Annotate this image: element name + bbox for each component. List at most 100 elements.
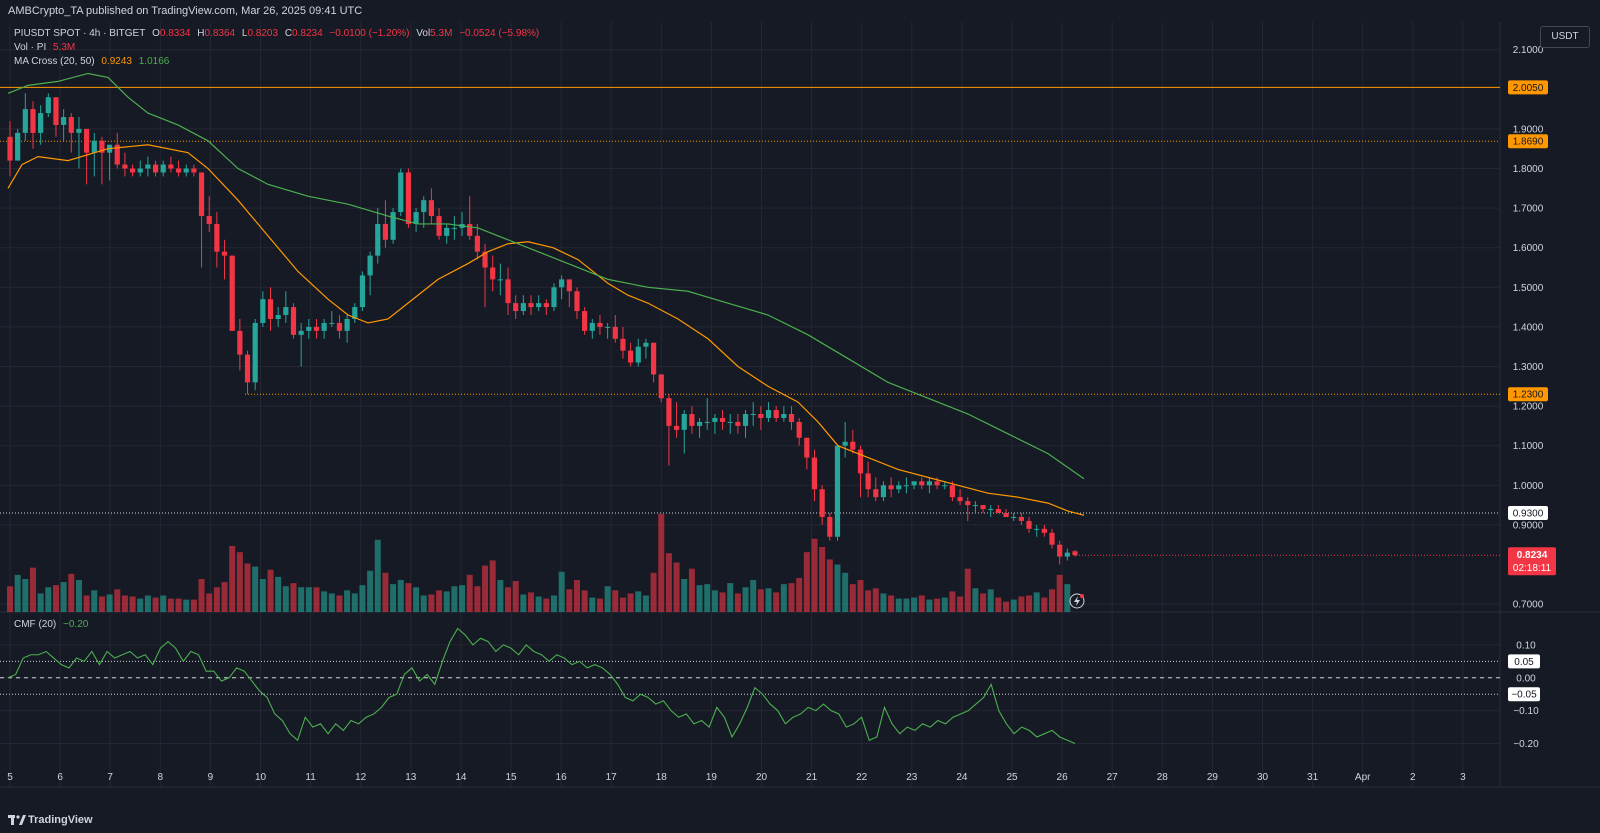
candle-body bbox=[1041, 528, 1047, 533]
candle-body bbox=[819, 489, 825, 517]
volume-bars bbox=[7, 514, 1071, 612]
volume-bar bbox=[29, 567, 36, 612]
volume-bar bbox=[83, 595, 90, 612]
volume-bar bbox=[505, 587, 512, 612]
volume-bar bbox=[520, 594, 527, 612]
volume-bar bbox=[642, 595, 649, 612]
candle-body bbox=[919, 481, 925, 486]
volume-bar bbox=[160, 595, 167, 612]
ma-label: MA Cross (20, 50) bbox=[14, 56, 95, 67]
volume-bar bbox=[665, 553, 672, 612]
volume-bar bbox=[451, 586, 458, 612]
candle-body bbox=[827, 516, 833, 537]
volume-bar bbox=[773, 592, 780, 612]
time-tick-label: 31 bbox=[1307, 772, 1319, 783]
countdown-value: 02:18:11 bbox=[1513, 563, 1552, 574]
candle-body bbox=[152, 164, 159, 173]
level-tag-label: 0.9300 bbox=[1513, 509, 1544, 520]
candle-body bbox=[68, 117, 74, 133]
volume-bar bbox=[367, 570, 374, 612]
volume-bar bbox=[313, 587, 320, 612]
ohlc-legend: PIUSDT SPOT · 4h · BITGET O0.8334 H0.836… bbox=[14, 28, 543, 39]
volume-bar bbox=[229, 545, 236, 612]
candle-body bbox=[788, 414, 795, 422]
ma50-value: 1.0166 bbox=[138, 56, 170, 67]
cmf-pane: 0.05 −0.05 0.10 0.00 −0.10 −0.20 bbox=[0, 627, 1540, 750]
candle-body bbox=[689, 414, 695, 426]
volume-bar bbox=[849, 584, 856, 612]
moving-averages bbox=[7, 72, 1085, 516]
volume-bar bbox=[183, 599, 190, 612]
candle-body bbox=[336, 322, 343, 331]
price-tick-label: 0.7000 bbox=[1513, 600, 1544, 611]
candle-body bbox=[888, 485, 894, 490]
candle-body bbox=[719, 417, 726, 422]
candle-body bbox=[122, 164, 128, 169]
candle-body bbox=[444, 227, 450, 236]
candle-body bbox=[765, 410, 772, 418]
price-tick-label: 1.6000 bbox=[1513, 243, 1544, 254]
candle-body bbox=[750, 414, 756, 416]
volume-bar bbox=[528, 592, 535, 612]
ma50-line bbox=[7, 72, 1085, 480]
candle-body bbox=[949, 485, 956, 498]
volume-bar bbox=[413, 587, 420, 612]
candle-body bbox=[428, 200, 435, 217]
time-tick-label: 24 bbox=[956, 772, 968, 783]
price-tick-label: 1.8000 bbox=[1513, 164, 1544, 175]
candle-body bbox=[398, 172, 404, 213]
candle-body bbox=[681, 414, 687, 430]
volume-bar bbox=[206, 593, 213, 612]
candle-body bbox=[490, 267, 496, 280]
candle-body bbox=[359, 275, 366, 308]
candle-body bbox=[742, 414, 749, 426]
candle-body bbox=[995, 509, 1001, 514]
time-tick-label: 10 bbox=[255, 772, 267, 783]
published-text: AMBCrypto_TA published on TradingView.co… bbox=[8, 5, 363, 17]
time-tick-label: 22 bbox=[856, 772, 868, 783]
level-tag-bg bbox=[1508, 80, 1548, 95]
candle-body bbox=[275, 315, 281, 319]
candle-body bbox=[321, 322, 327, 331]
candle-body bbox=[1064, 552, 1070, 557]
price-chart[interactable]: 2.0050 1.8690 1.2300 0.9300 0.8234 02:18:11 0… bbox=[0, 0, 1600, 808]
candle-body bbox=[352, 307, 358, 319]
volume-bar bbox=[780, 584, 787, 612]
volume-bar bbox=[957, 596, 964, 612]
volume-bar bbox=[535, 596, 542, 612]
candle-body bbox=[773, 410, 779, 418]
volume-bar bbox=[543, 598, 550, 612]
candle-body bbox=[91, 140, 97, 153]
candle-body bbox=[551, 287, 557, 308]
candle-body bbox=[635, 346, 641, 363]
volume-bar bbox=[198, 578, 205, 612]
volume-bar bbox=[1033, 592, 1040, 612]
candle-body bbox=[934, 481, 940, 486]
candle-body bbox=[497, 279, 503, 281]
volume-bar bbox=[926, 599, 933, 612]
candle-body bbox=[344, 318, 350, 331]
volume-bar bbox=[351, 593, 358, 612]
footer-brand: TradingView bbox=[28, 814, 93, 826]
volume-bar bbox=[911, 597, 918, 612]
volume-bar bbox=[1003, 601, 1010, 612]
candle-body bbox=[237, 330, 243, 355]
level-tag-label: 2.0050 bbox=[1513, 83, 1544, 94]
candle-body bbox=[53, 97, 59, 125]
candle-body bbox=[513, 303, 519, 312]
candle-body bbox=[145, 164, 151, 169]
time-tick-label: 23 bbox=[906, 772, 918, 783]
volume-bar bbox=[826, 559, 833, 612]
replay-icon-ring bbox=[1069, 593, 1085, 609]
volume-bar bbox=[482, 565, 489, 612]
level-tag-label: 1.8690 bbox=[1513, 137, 1544, 148]
time-tick-label: 21 bbox=[806, 772, 818, 783]
volume-bar bbox=[497, 580, 504, 612]
volume-bar bbox=[290, 583, 297, 612]
candle-body bbox=[727, 421, 733, 423]
currency-selector[interactable]: USDT bbox=[1540, 26, 1590, 48]
c-label: C bbox=[284, 28, 293, 39]
candle-body bbox=[528, 303, 534, 308]
time-tick-label: 18 bbox=[656, 772, 668, 783]
time-tick-label: 14 bbox=[455, 772, 467, 783]
